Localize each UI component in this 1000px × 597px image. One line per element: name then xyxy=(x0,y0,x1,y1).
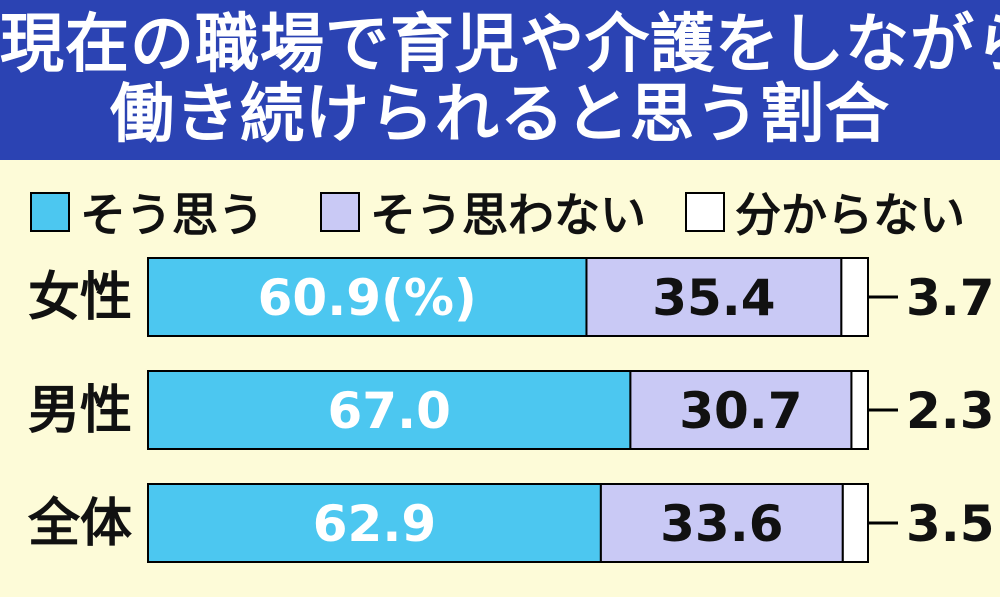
bar-unknown-men xyxy=(850,370,870,450)
chart-title-line-2: 働き続けられると思う割合 xyxy=(110,78,890,152)
category-label-overall: 全体 xyxy=(27,494,132,554)
chart-title-line-1: 現在の職場で育児や介護をしながら xyxy=(0,8,1000,82)
bar-agree-women xyxy=(147,257,588,337)
legend-item-agree: そう思う xyxy=(30,182,264,242)
legend-item-unknown: 分からない xyxy=(685,182,965,242)
bar-agree-overall xyxy=(147,483,602,563)
legend-label-disagree: そう思わない xyxy=(370,188,646,242)
legend-label-agree: そう思う xyxy=(80,188,264,242)
value-label-unknown-women: 3.7 xyxy=(906,269,995,327)
legend-swatch-unknown xyxy=(685,192,725,232)
value-label-agree-women: 60.9(%) xyxy=(258,269,477,327)
value-label-unknown-overall: 3.5 xyxy=(906,495,995,553)
legend-swatch-disagree xyxy=(320,192,360,232)
bar-unknown-overall xyxy=(841,483,869,563)
legend-swatch-agree xyxy=(30,192,70,232)
legend-label-unknown: 分からない xyxy=(735,188,965,242)
bar-disagree-overall xyxy=(599,483,844,563)
value-label-disagree-men: 30.7 xyxy=(679,382,802,440)
value-label-disagree-overall: 33.6 xyxy=(660,495,783,553)
bar-unknown-women xyxy=(840,257,869,337)
chart-legend: そう思う そう思わない 分からない xyxy=(30,182,980,242)
legend-item-disagree: そう思わない xyxy=(320,182,646,242)
value-label-agree-men: 67.0 xyxy=(328,382,451,440)
value-label-unknown-men: 2.3 xyxy=(906,382,995,440)
value-label-disagree-women: 35.4 xyxy=(652,269,775,327)
bar-disagree-men xyxy=(629,370,853,450)
chart-title-banner: 現在の職場で育児や介護をしながら 働き続けられると思う割合 xyxy=(0,0,1000,160)
category-label-men: 男性 xyxy=(28,381,132,441)
bar-agree-men xyxy=(147,370,632,450)
value-label-agree-overall: 62.9 xyxy=(313,495,436,553)
category-label-women: 女性 xyxy=(28,268,132,328)
